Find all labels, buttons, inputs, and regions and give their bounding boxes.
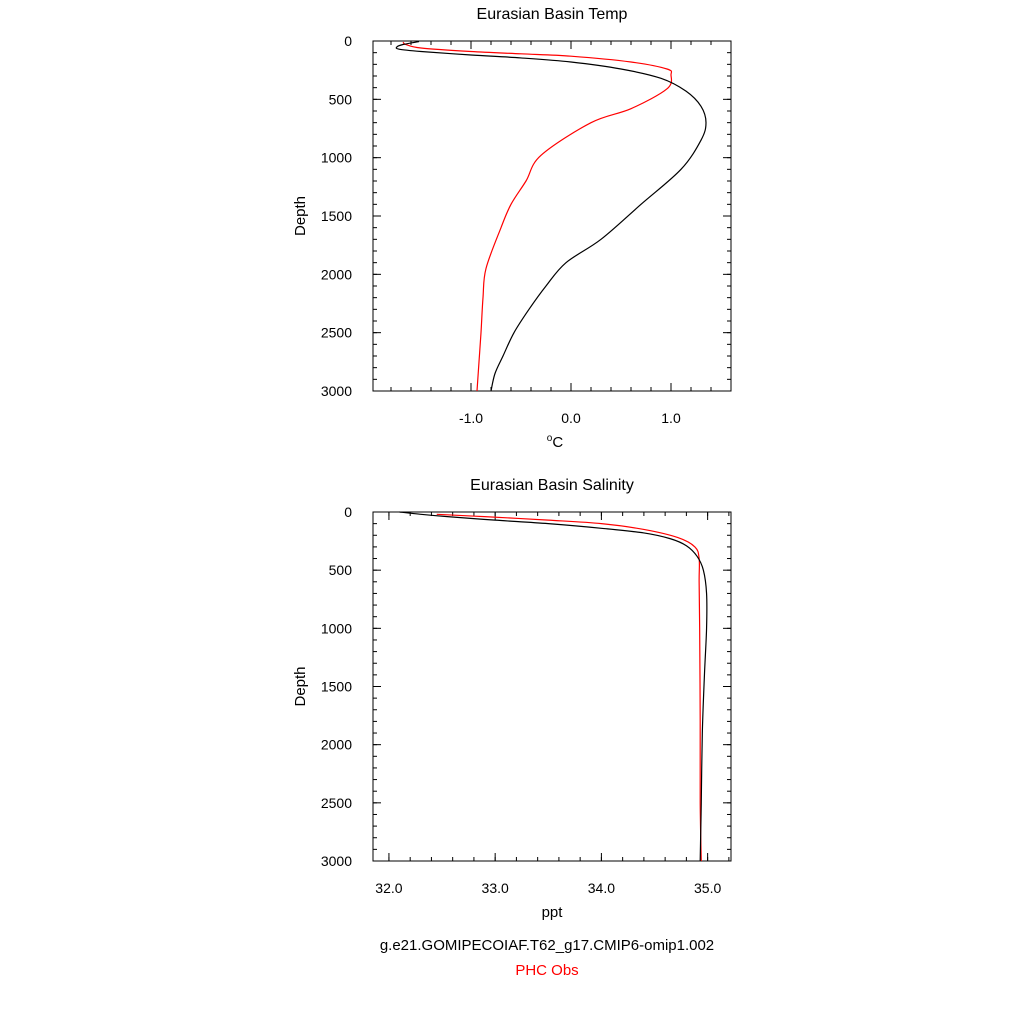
temp-plot-frame — [372, 40, 732, 392]
temp-series-model-line — [395, 40, 707, 392]
temperature-panel: 0 500 1000 1500 2000 2500 3000 -1.0 0.0 1.0 Eurasi… — [292, 6, 732, 451]
sal-ytick-label: 3000 — [321, 853, 352, 869]
temp-y-axis-label: Depth — [292, 196, 309, 236]
temp-ytick-label: 3000 — [321, 383, 352, 399]
sal-ytick-label: 0 — [344, 504, 352, 520]
temp-tick-marks — [373, 40, 732, 392]
sal-ytick-label: 2500 — [321, 795, 352, 811]
sal-chart-title: Eurasian Basin Salinity — [470, 477, 634, 494]
temp-ytick-label: 2000 — [321, 266, 352, 282]
sal-series-obs-line — [436, 513, 702, 862]
sal-series-model-line — [399, 511, 708, 862]
sal-xtick-label: 35.0 — [694, 880, 721, 896]
sal-y-axis-label: Depth — [292, 666, 309, 706]
sal-ytick-label: 2000 — [321, 737, 352, 753]
sal-ytick-label: 1500 — [321, 679, 352, 695]
sal-tick-marks — [373, 511, 731, 862]
sal-xtick-label: 33.0 — [482, 880, 509, 896]
legend-model-label: g.e21.GOMIPECOIAF.T62_g17.CMIP6-omip1.00… — [379, 937, 715, 954]
sal-xtick-label: 34.0 — [588, 880, 615, 896]
legend-obs-label: PHC Obs — [515, 962, 579, 979]
temp-xtick-label: 1.0 — [661, 410, 681, 426]
temp-xtick-label: -1.0 — [459, 410, 483, 426]
temp-xtick-label: 0.0 — [561, 410, 581, 426]
sal-ytick-label: 1000 — [321, 620, 352, 636]
temp-series-obs-line — [402, 41, 673, 392]
temp-ytick-label: 0 — [344, 33, 352, 49]
temp-ytick-label: 500 — [329, 91, 353, 107]
sal-xtick-label: 32.0 — [375, 880, 402, 896]
temp-ytick-label: 1500 — [321, 208, 352, 224]
sal-plot-frame — [372, 511, 732, 862]
temp-x-axis-label: oC — [547, 433, 564, 451]
sal-x-axis-label: ppt — [542, 904, 564, 921]
temp-chart-title: Eurasian Basin Temp — [477, 6, 628, 23]
temp-ytick-label: 1000 — [321, 150, 352, 166]
sal-ytick-label: 500 — [329, 562, 353, 578]
temp-ytick-label: 2500 — [321, 325, 352, 341]
salinity-panel: 0 500 1000 1500 2000 2500 3000 32.0 33.0 34.0 35.0… — [292, 477, 732, 921]
